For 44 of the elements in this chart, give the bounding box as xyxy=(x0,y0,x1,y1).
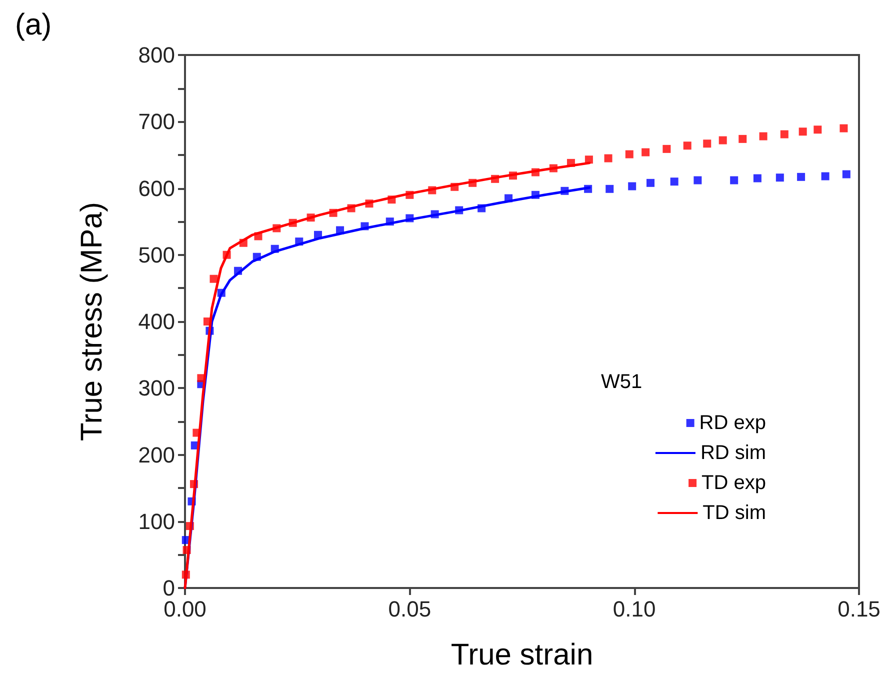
point xyxy=(759,132,768,140)
point xyxy=(210,274,218,283)
point xyxy=(840,124,848,132)
x-tick-label: 0.15 xyxy=(838,596,880,622)
y-tick-label: 600 xyxy=(138,176,175,201)
point xyxy=(776,174,784,182)
point xyxy=(606,184,614,193)
point xyxy=(662,144,671,153)
text: (a) xyxy=(15,8,52,42)
y-tick-label: 300 xyxy=(138,376,175,401)
point xyxy=(718,136,727,144)
y-tick-label: 200 xyxy=(138,442,175,468)
y-axis-title: True stress (MPa) xyxy=(76,202,108,441)
y-tick-label: 700 xyxy=(138,109,175,134)
point xyxy=(642,148,650,156)
point xyxy=(694,176,702,184)
point xyxy=(646,178,655,187)
legend-label: RD sim xyxy=(700,442,766,464)
y-tick-label: 800 xyxy=(138,42,175,68)
x-axis-title: True strain xyxy=(450,638,594,672)
point xyxy=(814,126,822,134)
point xyxy=(798,128,807,136)
legend-label: RD exp xyxy=(699,412,766,434)
y-tick-label: 500 xyxy=(138,242,175,268)
point xyxy=(738,134,747,143)
point xyxy=(628,182,636,190)
point xyxy=(670,178,678,186)
point xyxy=(730,176,738,184)
point xyxy=(625,150,634,158)
point xyxy=(821,172,830,180)
y-tick-label: 100 xyxy=(138,508,175,534)
point xyxy=(797,172,806,181)
point xyxy=(842,170,850,178)
legend-label: TD exp xyxy=(702,472,766,494)
point xyxy=(753,174,762,182)
point xyxy=(703,140,712,148)
point xyxy=(780,130,788,138)
x-tick-label: 0.10 xyxy=(612,596,656,622)
y-tick-label: 400 xyxy=(138,309,175,334)
point xyxy=(683,142,692,150)
legend-title: W51 xyxy=(601,371,642,393)
x-tick-label: 0.05 xyxy=(388,596,432,622)
point xyxy=(604,154,612,162)
legend-label: TD sim xyxy=(702,502,766,524)
